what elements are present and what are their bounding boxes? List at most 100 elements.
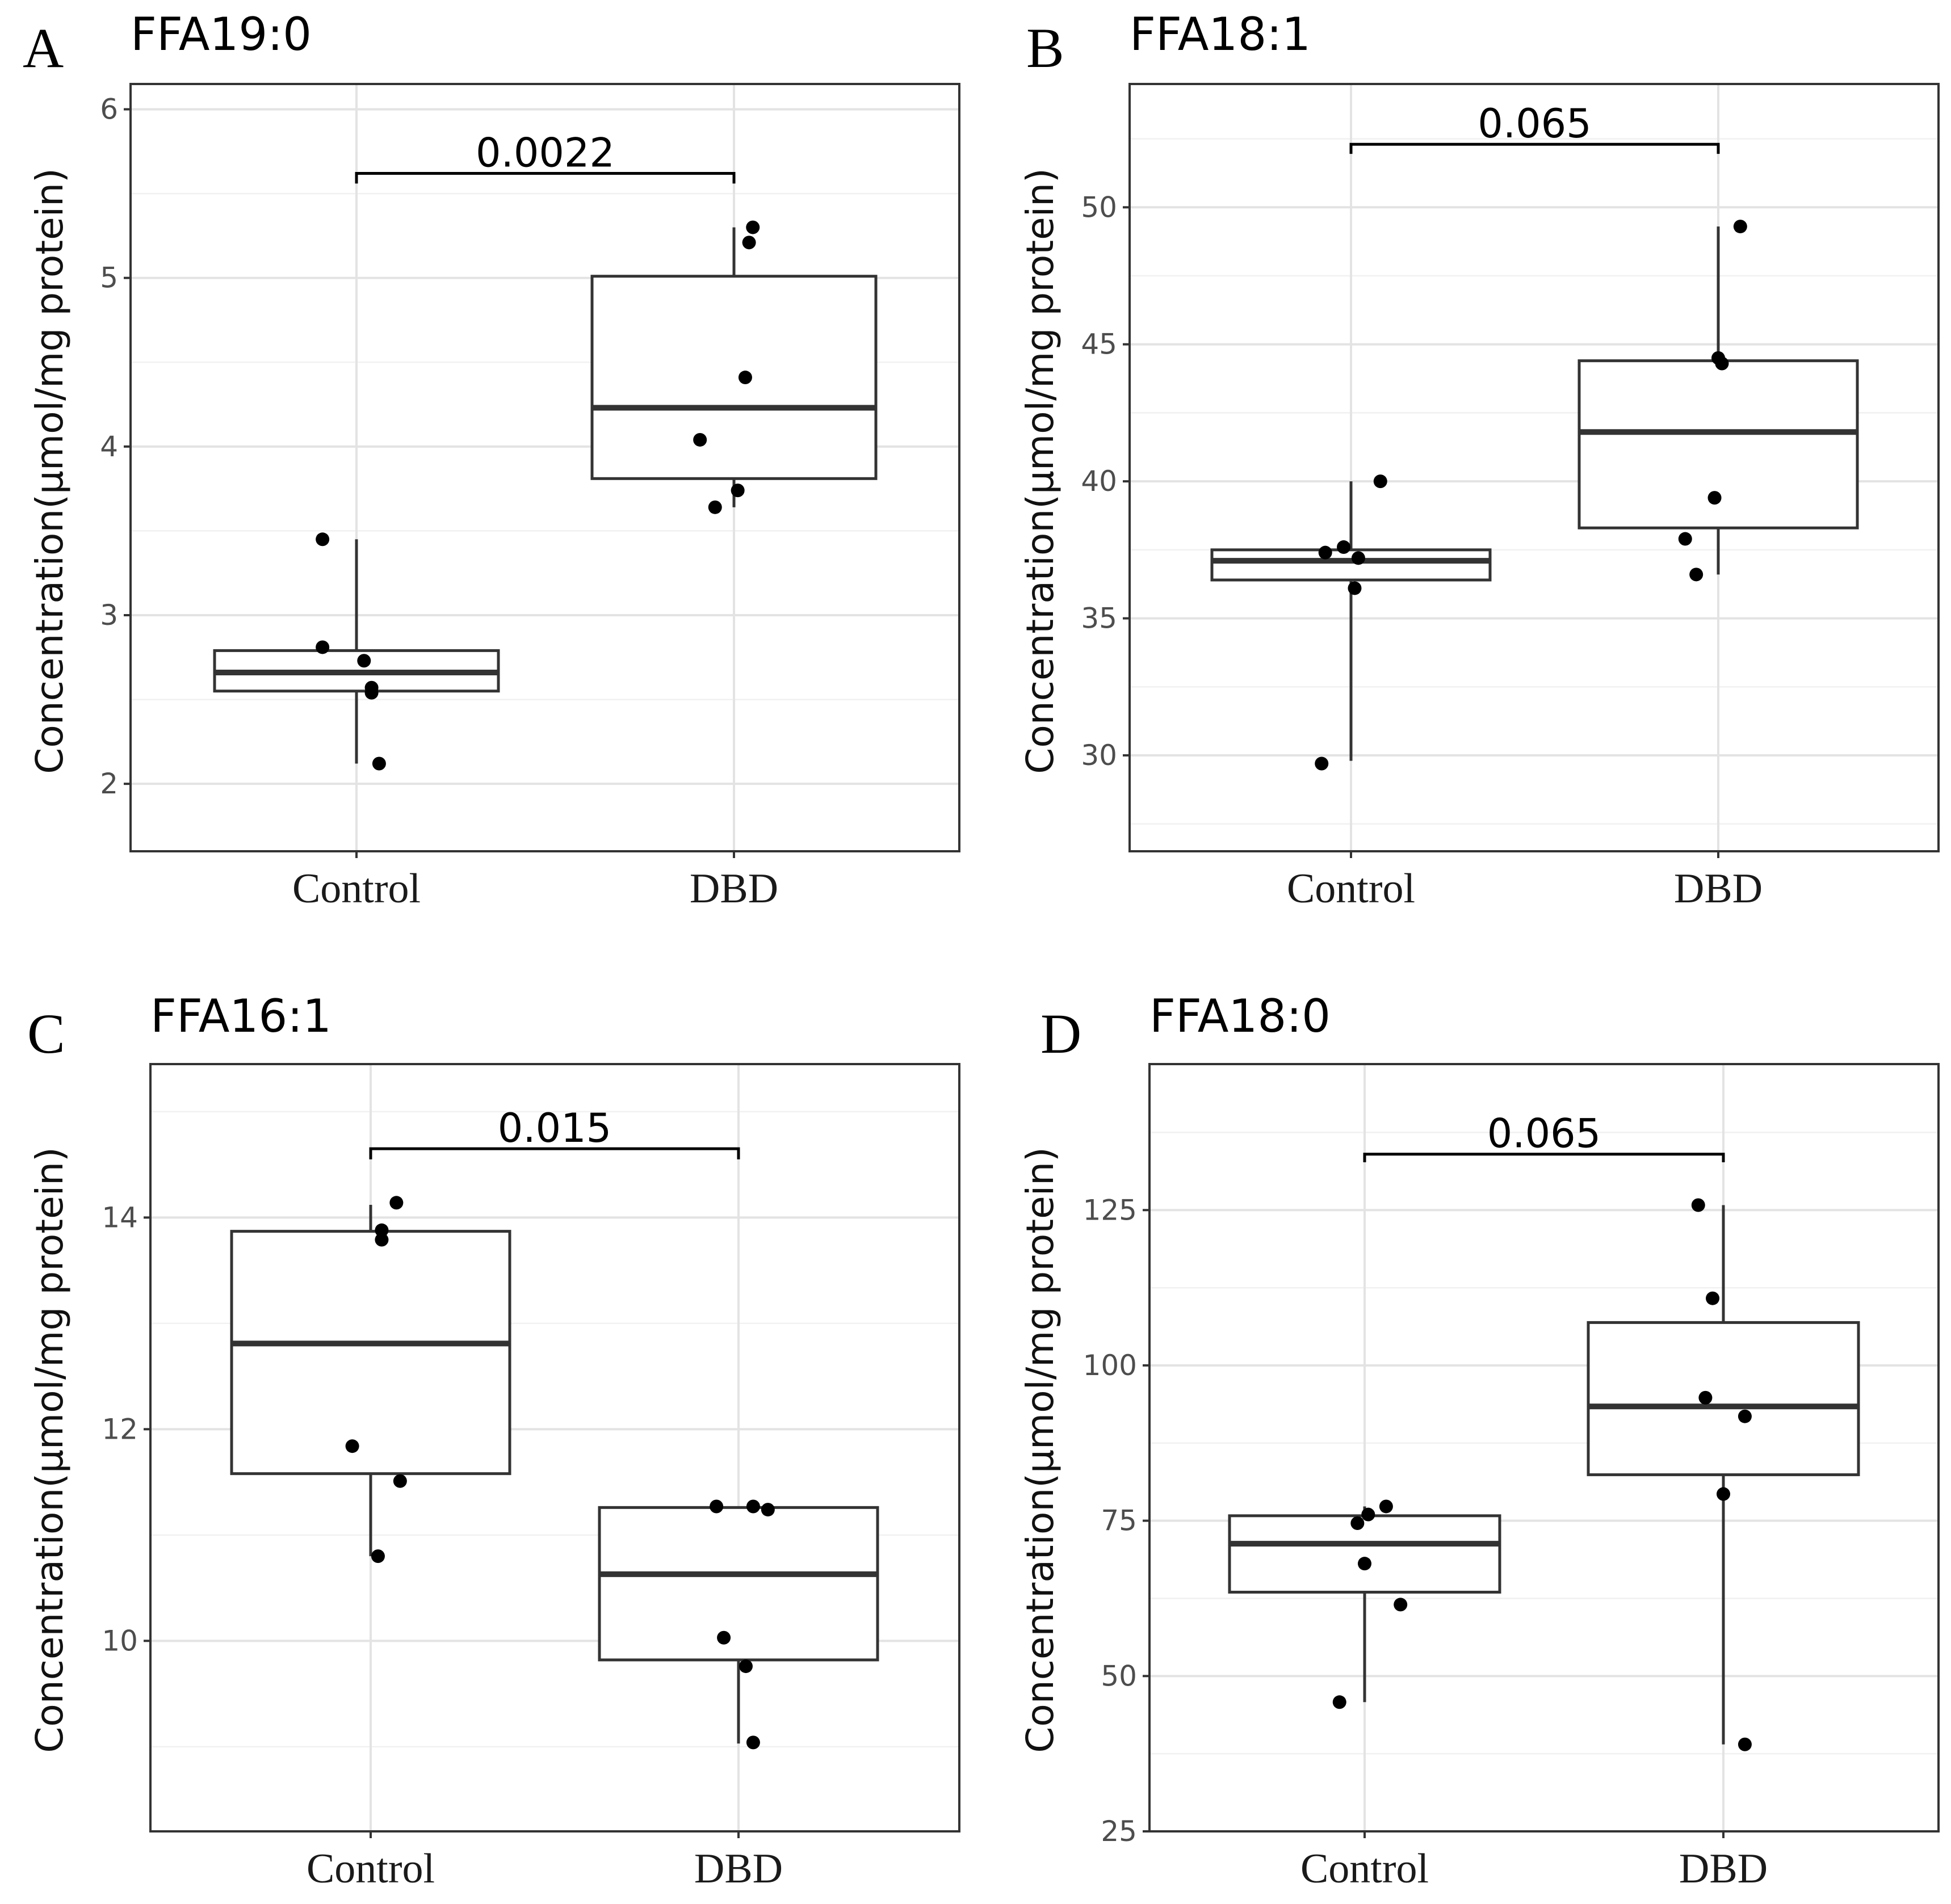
data-point (1706, 1291, 1720, 1305)
panel-b-plot: 30 35 40 45 50 Control DBD 0.065 (1081, 83, 1940, 912)
data-point (1678, 532, 1692, 546)
data-point (1315, 756, 1329, 771)
data-point (1337, 540, 1351, 554)
p-value-label: 0.065 (1487, 1111, 1601, 1157)
p-value-label: 0.015 (498, 1105, 611, 1151)
panel-b-title: FFA18:1 (1130, 8, 1311, 61)
y-tick-label: 35 (1081, 602, 1117, 635)
data-point (710, 1499, 724, 1514)
data-point (316, 532, 330, 547)
panel-letter-b: B (1026, 16, 1064, 79)
significance-bracket (1349, 142, 1720, 154)
y-tick-label: 75 (1101, 1504, 1137, 1537)
panel-d: D FFA18:0 Concentration(μmol/mg protein)… (1018, 990, 1940, 1892)
data-point (364, 686, 379, 700)
data-point (345, 1439, 359, 1453)
box-iqr (598, 1506, 879, 1662)
data-point (357, 654, 371, 668)
x-tick-label: DBD (1679, 1846, 1768, 1892)
panel-c-title: FFA16:1 (150, 990, 332, 1043)
y-tick-label: 40 (1081, 465, 1117, 498)
x-tick-label: DBD (694, 1846, 783, 1892)
data-point (375, 1233, 389, 1247)
y-tick-label: 45 (1081, 328, 1117, 361)
panel-b-y-axis-title: Concentration(μmol/mg protein) (1018, 168, 1062, 774)
data-point (746, 1735, 760, 1750)
plot-frame (129, 83, 960, 852)
panel-a: A FFA19:0 Concentration(μmol/mg protein)… (23, 8, 960, 912)
data-point (1358, 1557, 1371, 1571)
y-tick-label: 6 (100, 93, 118, 126)
significance-bracket (1363, 1153, 1725, 1162)
data-point (1350, 1516, 1365, 1531)
significance-bracket (355, 171, 736, 184)
panel-a-plot: 2 3 4 5 6 Control DBD 0.0022 (100, 83, 960, 912)
y-tick-label: 2 (100, 767, 118, 800)
data-point (375, 1223, 389, 1237)
x-tick-label: DBD (1674, 865, 1763, 912)
panel-c-plot: 10 12 14 Control DBD 0.015 (102, 1063, 960, 1892)
panel-letter-c: C (27, 1002, 65, 1065)
y-tick-label: 100 (1083, 1349, 1137, 1382)
data-point (316, 640, 330, 654)
plot-frame (149, 1063, 960, 1832)
y-tick-label: 50 (1101, 1659, 1137, 1692)
data-point (389, 1196, 404, 1210)
panel-d-plot: 25 50 75 100 125 Control DBD 0.065 (1083, 1063, 1940, 1892)
data-point (1373, 474, 1387, 489)
data-point (1394, 1598, 1408, 1612)
data-point (761, 1503, 775, 1517)
plot-frame (1148, 1063, 1940, 1832)
data-point (372, 756, 386, 771)
panel-c: C FFA16:1 Concentration(μmol/mg protein)… (27, 990, 960, 1892)
x-tick-label: Control (1300, 1846, 1429, 1892)
significance-bracket (369, 1147, 740, 1159)
data-point (739, 1659, 753, 1674)
box-iqr (590, 275, 878, 480)
data-point (1348, 581, 1362, 595)
data-point (1691, 1198, 1705, 1212)
panel-a-y-axis-title: Concentration(μmol/mg protein) (28, 168, 72, 774)
data-point (738, 371, 752, 385)
y-tick-label: 12 (102, 1413, 138, 1445)
panel-a-title: FFA19:0 (131, 8, 312, 61)
data-point (1351, 551, 1365, 565)
box-iqr (1587, 1321, 1860, 1477)
data-point (1707, 491, 1722, 505)
panel-letter-a: A (23, 16, 64, 79)
x-tick-label: Control (1287, 865, 1415, 912)
y-tick-label: 125 (1083, 1193, 1137, 1226)
x-tick-label: Control (292, 865, 421, 912)
y-tick-label: 25 (1101, 1815, 1137, 1848)
p-value-label: 0.0022 (476, 129, 615, 176)
panel-letter-d: D (1040, 1002, 1081, 1065)
y-tick-label: 30 (1081, 739, 1117, 772)
data-point (1361, 1507, 1375, 1521)
data-point (1715, 356, 1729, 371)
box-iqr (1210, 548, 1492, 582)
plot-frame (1128, 83, 1940, 852)
p-value-label: 0.065 (1478, 100, 1591, 147)
panel-d-title: FFA18:0 (1149, 990, 1331, 1043)
y-tick-label: 3 (100, 599, 118, 632)
data-point (1738, 1737, 1752, 1751)
data-point (731, 484, 745, 498)
data-point (717, 1630, 731, 1645)
data-point (746, 220, 760, 234)
data-point (1379, 1499, 1393, 1514)
data-point (1733, 220, 1747, 234)
data-point (746, 1499, 760, 1514)
y-tick-label: 10 (102, 1624, 138, 1657)
x-tick-label: Control (307, 1846, 435, 1892)
data-point (371, 1549, 385, 1563)
data-point (1689, 568, 1704, 582)
data-point (1318, 545, 1332, 560)
data-point (693, 432, 707, 447)
y-tick-label: 50 (1081, 191, 1117, 224)
y-tick-label: 14 (102, 1201, 138, 1234)
y-tick-label: 5 (100, 262, 118, 295)
data-point (1698, 1390, 1713, 1405)
data-point (1717, 1487, 1730, 1501)
panel-b: B FFA18:1 Concentration(μmol/mg protein)… (1018, 8, 1940, 912)
